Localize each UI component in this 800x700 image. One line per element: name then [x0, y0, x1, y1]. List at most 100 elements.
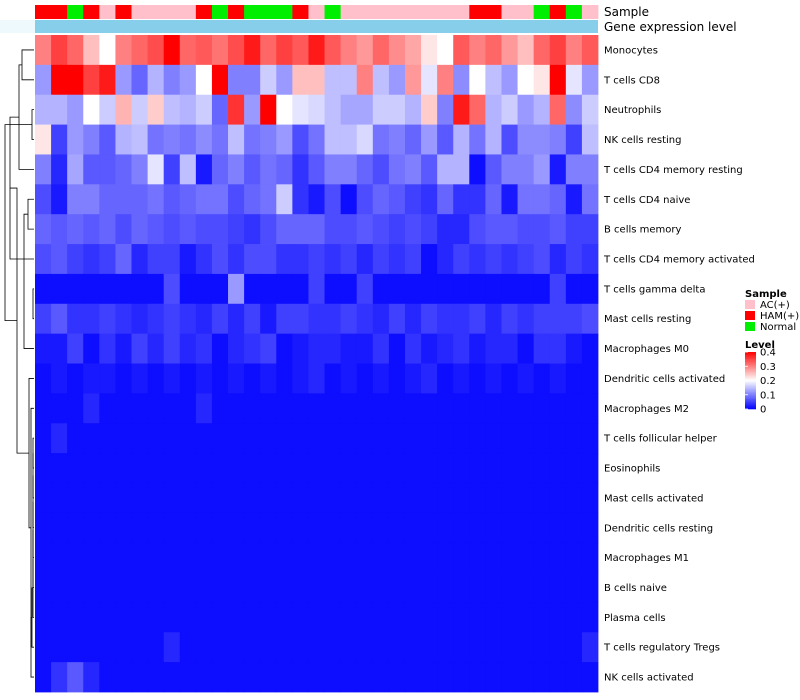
heatmap-cell — [163, 423, 181, 454]
heatmap-cell — [244, 482, 261, 514]
heatmap-cell — [308, 154, 325, 185]
heatmap-cell — [453, 333, 470, 364]
heatmap-cell — [131, 423, 148, 454]
heatmap-cell — [581, 512, 599, 544]
heatmap-cell — [404, 542, 422, 573]
heatmap-cell — [388, 244, 406, 275]
row-label: T cells regulatory Tregs — [603, 643, 720, 654]
heatmap-cell — [485, 482, 502, 514]
heatmap-cell — [260, 393, 277, 424]
heatmap-cell — [115, 572, 132, 603]
heatmap-cell — [453, 482, 470, 514]
heatmap-cell — [517, 542, 535, 573]
heatmap-cell — [99, 35, 116, 66]
heatmap-cell — [163, 214, 181, 245]
heatmap-cell — [99, 273, 116, 305]
heatmap-cell — [211, 35, 229, 66]
heatmap-cell — [292, 602, 309, 633]
legend-gradient-step — [745, 401, 756, 404]
heatmap-cell — [115, 423, 132, 454]
heatmap-cell — [517, 572, 535, 603]
sample-annotation-cell — [292, 5, 309, 19]
heatmap-cell — [276, 542, 293, 573]
heatmap-cell — [276, 632, 293, 663]
heatmap-cell — [469, 244, 486, 275]
heatmap-cell — [533, 124, 551, 155]
heatmap-cell — [276, 602, 293, 633]
heatmap-cell — [581, 214, 599, 245]
heatmap-cell — [404, 154, 422, 185]
heatmap-cell — [581, 632, 599, 663]
heatmap-cell — [372, 273, 390, 305]
heatmap-cell — [421, 244, 438, 275]
heatmap-cell — [244, 542, 261, 573]
heatmap-cell — [501, 602, 518, 633]
heatmap-cell — [517, 35, 535, 66]
heatmap-cell — [324, 602, 342, 633]
heatmap-cell — [437, 184, 454, 215]
heatmap-cell — [35, 244, 52, 275]
heatmap-cell — [179, 512, 197, 544]
heatmap-cell — [340, 94, 358, 125]
heatmap-cell — [147, 542, 165, 573]
heatmap-cell — [549, 184, 567, 215]
heatmap-cell — [195, 94, 213, 125]
heatmap-cell — [356, 542, 374, 573]
legend-gradient-step — [745, 360, 756, 363]
heatmap-cell — [244, 35, 261, 66]
heatmap-cell — [131, 542, 148, 573]
heatmap-cell — [195, 214, 213, 245]
heatmap-cell — [99, 572, 116, 603]
heatmap-cell — [340, 244, 358, 275]
legend-gradient-step — [745, 359, 756, 361]
heatmap-cell — [83, 94, 100, 125]
heatmap-cell — [437, 542, 454, 573]
heatmap-cell — [340, 662, 358, 693]
heatmap-cell — [228, 244, 245, 275]
heatmap-cell — [260, 453, 277, 484]
heatmap-cell — [308, 512, 325, 544]
legend-gradient-step — [745, 381, 756, 384]
heatmap-cell — [372, 154, 390, 185]
legend-gradient-step — [745, 374, 756, 377]
heatmap-cell — [340, 64, 358, 96]
heatmap-cell — [163, 303, 181, 335]
heatmap-cell — [565, 273, 583, 305]
heatmap-cell — [581, 662, 599, 693]
heatmap-cell — [324, 572, 342, 603]
legend-gradient-step — [745, 352, 756, 354]
heatmap-cell — [179, 602, 197, 633]
heatmap-cell — [372, 64, 390, 96]
heatmap-cell — [67, 273, 84, 305]
heatmap-cell — [469, 482, 486, 514]
heatmap-cell — [147, 244, 165, 275]
heatmap-cell — [163, 602, 181, 633]
heatmap-cell — [324, 363, 342, 394]
heatmap-cell — [324, 512, 342, 544]
heatmap-cell — [388, 542, 406, 573]
heatmap-cell — [308, 94, 325, 125]
dendrogram-branch — [23, 213, 34, 349]
heatmap-cell — [163, 244, 181, 275]
heatmap-cell — [244, 333, 261, 364]
heatmap-cell — [404, 124, 422, 155]
dendrogram-branch — [27, 198, 34, 230]
heatmap-cell — [404, 512, 422, 544]
heatmap-cell — [388, 453, 406, 484]
heatmap-cell — [453, 64, 470, 96]
row-label: Eosinophils — [604, 464, 660, 475]
heatmap-cell — [228, 333, 245, 364]
sample-annotation-cell — [372, 5, 390, 19]
heatmap-cell — [276, 124, 293, 155]
heatmap-cell — [549, 632, 567, 663]
heatmap-cell — [35, 303, 52, 335]
heatmap-cell — [533, 512, 551, 544]
heatmap-cell — [276, 273, 293, 305]
heatmap-cell — [147, 572, 165, 603]
heatmap-cell — [35, 632, 52, 663]
heatmap-cell — [549, 273, 567, 305]
legend-gradient-step — [745, 380, 756, 383]
dendrogram-branch — [30, 407, 34, 648]
heatmap-cell — [388, 662, 406, 693]
